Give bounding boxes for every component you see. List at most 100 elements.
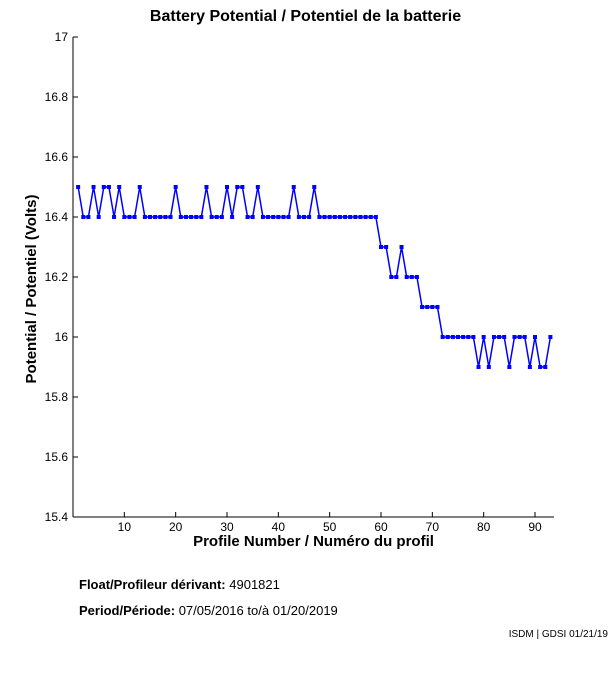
x-tick-label: 50	[323, 520, 337, 534]
data-point	[296, 215, 301, 219]
data-point	[271, 215, 276, 219]
data-point	[96, 215, 101, 219]
data-point	[112, 215, 117, 219]
data-point	[127, 215, 132, 219]
x-tick-label: 60	[374, 520, 388, 534]
data-point	[440, 335, 445, 339]
data-point	[517, 335, 522, 339]
data-point	[497, 335, 502, 339]
data-point	[543, 365, 548, 369]
data-point	[302, 215, 307, 219]
data-point	[358, 215, 363, 219]
data-point	[471, 335, 476, 339]
data-point	[291, 185, 296, 189]
x-tick-label: 30	[220, 520, 234, 534]
data-point	[322, 215, 327, 219]
data-point	[240, 185, 245, 189]
data-point	[209, 215, 214, 219]
data-point	[219, 215, 224, 219]
data-point	[507, 365, 512, 369]
x-tick-label: 80	[477, 520, 491, 534]
data-point	[266, 215, 271, 219]
data-point	[363, 215, 368, 219]
y-tick-label: 15.8	[45, 390, 69, 404]
data-point	[122, 215, 127, 219]
data-point	[373, 215, 378, 219]
data-point	[199, 215, 204, 219]
data-point	[420, 305, 425, 309]
data-point	[230, 215, 235, 219]
data-point	[168, 215, 173, 219]
x-tick-label: 20	[169, 520, 183, 534]
data-point	[137, 185, 142, 189]
data-point	[214, 215, 219, 219]
data-point	[81, 215, 86, 219]
data-point	[409, 275, 414, 279]
data-point	[158, 215, 163, 219]
data-point	[117, 185, 122, 189]
y-tick-label: 16.4	[45, 210, 69, 224]
data-point	[394, 275, 399, 279]
series-line	[77, 186, 552, 368]
data-point	[481, 335, 486, 339]
data-point	[148, 215, 153, 219]
data-point	[250, 215, 255, 219]
data-point	[245, 215, 250, 219]
data-point	[466, 335, 471, 339]
y-tick-label: 15.6	[45, 450, 69, 464]
data-point	[456, 335, 461, 339]
period-start: 07/05/2016	[178, 603, 244, 618]
data-point	[343, 215, 348, 219]
data-point	[260, 215, 265, 219]
data-point	[307, 215, 312, 219]
data-point	[255, 185, 260, 189]
period-info: Period/Période: 07/05/2016 to/à 01/20/20…	[79, 603, 338, 618]
data-point	[194, 215, 199, 219]
data-point	[435, 305, 440, 309]
y-tick-label: 17	[55, 30, 69, 44]
float-label: Float/Profileur dérivant:	[79, 577, 226, 592]
data-point	[76, 185, 81, 189]
data-point	[533, 335, 538, 339]
data-point	[327, 215, 332, 219]
data-point	[286, 215, 291, 219]
data-point	[502, 335, 507, 339]
data-point	[337, 215, 342, 219]
data-point	[332, 215, 337, 219]
data-point	[430, 305, 435, 309]
data-point	[317, 215, 322, 219]
data-point	[204, 185, 209, 189]
y-tick-label: 16.6	[45, 150, 69, 164]
data-point	[445, 335, 450, 339]
x-tick-label: 70	[426, 520, 440, 534]
data-point	[173, 185, 178, 189]
data-point	[163, 215, 168, 219]
data-point	[450, 335, 455, 339]
data-point	[512, 335, 517, 339]
data-point	[548, 335, 553, 339]
x-tick-label: 90	[528, 520, 542, 534]
data-point	[384, 245, 389, 249]
period-end: 01/20/2019	[272, 603, 338, 618]
y-axis-label: Potential / Potentiel (Volts)	[23, 195, 40, 384]
data-point	[183, 215, 188, 219]
data-point	[527, 365, 532, 369]
data-point	[142, 215, 147, 219]
data-point	[461, 335, 466, 339]
credit: ISDM | GDSI 01/21/19	[508, 629, 608, 640]
x-tick-label: 40	[272, 520, 286, 534]
chart-title: Battery Potential / Potentiel de la batt…	[149, 8, 462, 25]
data-point	[189, 215, 194, 219]
data-point	[414, 275, 419, 279]
float-value: 4901821	[229, 577, 280, 592]
data-point	[404, 275, 409, 279]
data-point	[153, 215, 158, 219]
y-tick-label: 15.4	[45, 510, 69, 524]
data-point	[425, 305, 430, 309]
data-point	[101, 185, 106, 189]
y-tick-label: 16.8	[45, 90, 69, 104]
data-point	[91, 185, 96, 189]
data-point	[106, 185, 111, 189]
